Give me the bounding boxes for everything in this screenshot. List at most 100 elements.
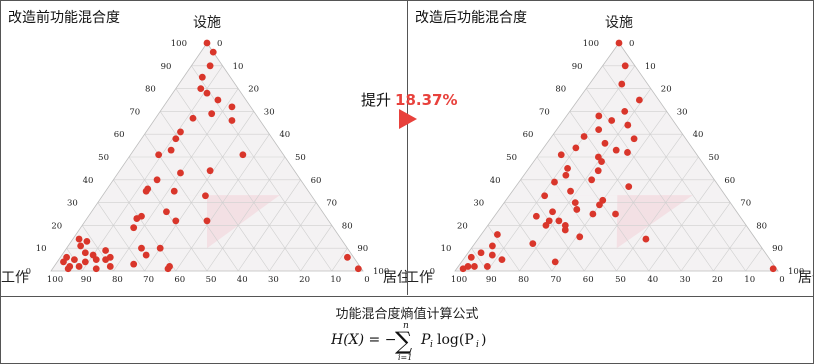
data-point — [71, 256, 78, 263]
tick-label-residential: 0 — [217, 39, 222, 49]
grid-line-left — [536, 156, 617, 272]
data-point — [551, 178, 558, 186]
data-point — [172, 217, 180, 225]
data-point — [177, 169, 184, 177]
tick-label-work: 30 — [680, 275, 691, 285]
data-point — [92, 256, 100, 263]
data-point — [564, 165, 571, 172]
tick-label-work: 70 — [550, 275, 561, 285]
tick-label-residential: 100 — [788, 267, 804, 277]
data-point — [596, 201, 603, 209]
tick-label-work: 40 — [647, 275, 658, 285]
tick-label-work: 90 — [81, 275, 92, 285]
tick-label-residential: 60 — [311, 176, 322, 186]
data-point — [92, 265, 100, 273]
tick-label-facility: 100 — [171, 39, 187, 49]
data-point — [580, 133, 588, 140]
tick-label-facility: 30 — [473, 199, 484, 209]
data-point — [532, 212, 540, 220]
tick-label-work: 90 — [486, 275, 497, 285]
data-point — [208, 110, 216, 118]
data-point — [203, 89, 211, 97]
tick-label-residential: 40 — [693, 130, 704, 140]
data-point — [572, 144, 580, 152]
data-point — [354, 265, 362, 273]
grid-line-left — [503, 202, 553, 272]
data-point — [615, 39, 623, 47]
chart-title: 改造前功能混合度 — [8, 10, 120, 26]
grid-line-left — [520, 179, 585, 272]
data-point — [555, 217, 563, 225]
formula-title: 功能混合度熵值计算公式 — [335, 307, 479, 322]
data-point — [163, 208, 170, 216]
tick-label-work: 80 — [518, 275, 529, 285]
tick-label-work: 10 — [744, 275, 755, 285]
data-point — [206, 167, 214, 175]
tick-label-work: 70 — [143, 275, 154, 285]
triangle-border — [454, 42, 779, 272]
tick-label-residential: 10 — [645, 62, 656, 72]
tick-label-residential: 10 — [233, 62, 244, 72]
tick-label-facility: 90 — [572, 62, 583, 72]
grid-line-left — [569, 111, 682, 272]
data-point — [498, 256, 506, 263]
tick-label-work: 60 — [174, 275, 185, 285]
tick-label-facility: 90 — [161, 62, 172, 72]
tick-label-facility: 0 — [26, 267, 31, 277]
tick-label-work: 30 — [268, 275, 279, 285]
axis-label-left: 工作 — [1, 270, 29, 286]
tick-label-residential: 90 — [357, 244, 368, 254]
grid-line-left — [81, 225, 114, 272]
tick-label-residential: 60 — [724, 176, 735, 186]
data-point — [630, 135, 638, 143]
data-point — [489, 242, 496, 250]
improvement-label: 提升 — [361, 91, 392, 109]
data-point — [567, 187, 574, 195]
data-point — [202, 192, 209, 200]
grid-line-right — [713, 225, 747, 272]
tick-label-work: 20 — [712, 275, 723, 285]
data-point — [618, 80, 626, 88]
tick-label-facility: 80 — [555, 85, 566, 95]
tick-label-work: 100 — [451, 275, 467, 285]
data-point — [228, 117, 236, 124]
data-point — [624, 149, 631, 156]
tick-label-work: 60 — [583, 275, 594, 285]
data-point — [595, 126, 603, 134]
data-point — [488, 251, 496, 259]
data-point — [541, 192, 549, 200]
data-point — [769, 265, 777, 273]
formula-term: P — [420, 332, 431, 348]
tick-label-residential: 30 — [677, 107, 688, 117]
grid-line-right — [81, 65, 223, 272]
sum-sign-icon: ∑ — [395, 327, 412, 355]
data-point — [102, 247, 109, 254]
axis-label-left: 工作 — [408, 270, 433, 286]
grid-line-right — [331, 248, 348, 272]
data-point — [608, 117, 616, 124]
chart-before-panel: 改造前功能混合度 0 0 0 10 10 10 20 20 20 30 30 30 40 40 40 50 50… — [1, 1, 408, 295]
tick-label-facility: 0 — [430, 267, 435, 277]
data-point — [167, 146, 175, 154]
axis-label-right: 居住 — [383, 270, 407, 286]
data-point — [612, 210, 619, 218]
data-point — [102, 256, 109, 263]
tick-label-residential: 70 — [326, 199, 337, 209]
data-point — [130, 224, 138, 232]
tick-label-residential: 0 — [629, 39, 634, 49]
data-point — [576, 233, 584, 241]
arrow-right-icon — [399, 109, 417, 129]
tick-label-residential: 50 — [295, 153, 306, 163]
ternary-chart-after: 0 0 0 10 10 10 20 20 20 30 30 30 40 40 40 50 50 50 60 60 60 7… — [408, 15, 813, 286]
data-point — [562, 171, 570, 179]
chart-after-panel: 改造后功能混合度 0 0 0 10 10 10 20 20 20 30 30 30 40 40 40 50 50… — [408, 1, 813, 295]
data-point — [142, 251, 150, 259]
grid-line-left — [602, 65, 746, 272]
ternary-chart-before: 0 0 0 10 10 10 20 20 20 30 30 30 40 40 40 50 50 50 60 60 60 7… — [1, 15, 407, 286]
grid-line-right — [487, 65, 636, 272]
tick-label-work: 20 — [299, 275, 310, 285]
axis-label-top: 设施 — [605, 15, 633, 31]
data-point — [209, 48, 217, 56]
data-point — [642, 235, 650, 243]
